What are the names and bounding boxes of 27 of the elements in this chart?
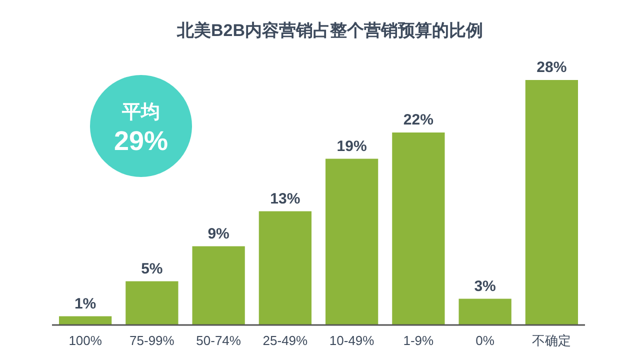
bar bbox=[458, 298, 512, 325]
x-tick-label: 25-49% bbox=[262, 333, 308, 348]
x-tick-label: 10-49% bbox=[329, 333, 375, 348]
bar bbox=[58, 316, 112, 325]
data-label: 22% bbox=[403, 112, 434, 128]
x-tick-label: 0% bbox=[476, 333, 495, 348]
data-label: 28% bbox=[536, 59, 567, 76]
x-tick-label: 50-74% bbox=[196, 333, 242, 348]
x-tick-label: 100% bbox=[68, 333, 102, 348]
data-label: 1% bbox=[74, 295, 96, 312]
x-tick-label: 1-9% bbox=[403, 333, 434, 348]
chart-title: 北美B2B内容营销占整个营销预算的比例 bbox=[176, 21, 484, 40]
bar bbox=[325, 158, 378, 325]
data-label: 3% bbox=[474, 278, 496, 295]
bar bbox=[525, 80, 578, 325]
bar bbox=[192, 246, 245, 325]
data-label: 9% bbox=[208, 225, 230, 242]
x-tick-label: 不确定 bbox=[532, 333, 572, 348]
data-label: 19% bbox=[336, 138, 367, 155]
annotation: 平均 bbox=[121, 102, 160, 123]
annotation: 29% bbox=[114, 126, 168, 156]
bar bbox=[392, 132, 445, 325]
data-label: 13% bbox=[270, 190, 300, 208]
bar bbox=[258, 211, 312, 325]
data-label: 5% bbox=[141, 260, 163, 278]
bar bbox=[126, 281, 178, 325]
x-tick-label: 75-99% bbox=[130, 333, 175, 348]
